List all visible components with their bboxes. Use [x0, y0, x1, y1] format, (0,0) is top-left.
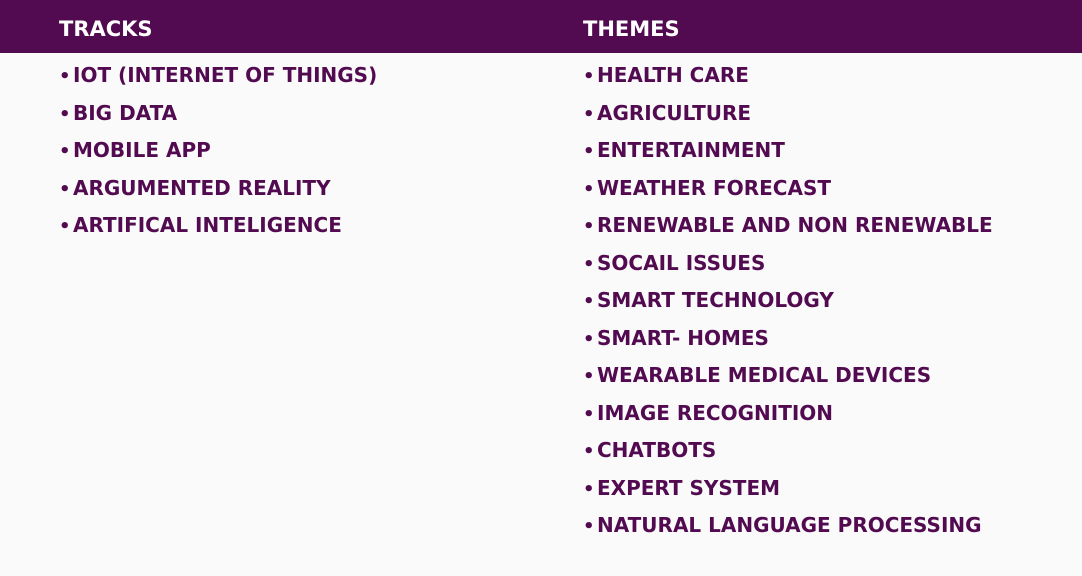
bullet-icon: • [59, 103, 71, 125]
theme-item-label: EXPERT SYSTEM [597, 475, 781, 500]
theme-item-label: NATURAL LANGUAGE PROCESSING [597, 513, 982, 537]
tracks-heading: TRACKS [59, 17, 153, 41]
bullet-icon: • [583, 366, 595, 387]
track-item-label: ARGUMENTED REALITY [73, 175, 331, 200]
bullet-icon: • [583, 328, 595, 350]
theme-item-label: SMART TECHNOLOGY [597, 288, 834, 312]
theme-item-label: WEARABLE MEDICAL DEVICES [597, 363, 932, 387]
theme-item-label: SOCAIL ISSUES [597, 250, 766, 275]
bullet-icon: • [583, 141, 595, 162]
theme-item-label: HEALTH CARE [597, 63, 749, 87]
track-item: • ARGUMENTED REALITY [59, 172, 377, 210]
track-item-label: ARTIFICAL INTELIGENCE [73, 213, 342, 237]
bullet-icon: • [583, 516, 595, 537]
bullet-icon: • [583, 441, 595, 462]
theme-item: • NATURAL LANGUAGE PROCESSING [583, 509, 993, 547]
theme-item: • CHATBOTS [583, 434, 993, 472]
tracks-list: • IOT (INTERNET OF THINGS) • BIG DATA • MOB… [59, 59, 377, 247]
theme-item-label: ENTERTAINMENT [597, 138, 785, 162]
bullet-icon: • [583, 403, 595, 425]
track-item: • IOT (INTERNET OF THINGS) [59, 59, 377, 97]
bullet-icon: • [583, 478, 595, 500]
bullet-icon: • [59, 141, 71, 162]
theme-item-label: AGRICULTURE [597, 100, 752, 125]
track-item: • ARTIFICAL INTELIGENCE [59, 209, 377, 247]
track-item-label: BIG DATA [73, 100, 178, 125]
theme-item: • ENTERTAINMENT [583, 134, 993, 172]
bullet-icon: • [583, 253, 595, 275]
theme-item-label: SMART- HOMES [597, 325, 769, 350]
theme-item: • HEALTH CARE [583, 59, 993, 97]
theme-item: • SOCAIL ISSUES [583, 247, 993, 285]
themes-heading: THEMES [583, 17, 680, 41]
theme-item: • SMART- HOMES [583, 322, 993, 360]
theme-item: • AGRICULTURE [583, 97, 993, 135]
bullet-icon: • [583, 216, 595, 237]
bullet-icon: • [583, 103, 595, 125]
theme-item-label: WEATHER FORECAST [597, 175, 831, 200]
theme-item: • WEATHER FORECAST [583, 172, 993, 210]
track-item: • BIG DATA [59, 97, 377, 135]
bullet-icon: • [583, 291, 595, 312]
theme-item: • RENEWABLE AND NON RENEWABLE [583, 209, 993, 247]
themes-list: • HEALTH CARE • AGRICULTURE • ENTERTAINMENT… [583, 59, 993, 547]
bullet-icon: • [59, 178, 71, 200]
track-item-label: MOBILE APP [73, 138, 211, 162]
theme-item-label: RENEWABLE AND NON RENEWABLE [597, 213, 993, 237]
theme-item-label: CHATBOTS [597, 438, 717, 462]
header-bar: TRACKS THEMES [0, 0, 1082, 53]
theme-item: • IMAGE RECOGNITION [583, 397, 993, 435]
track-item-label: IOT (INTERNET OF THINGS) [73, 63, 378, 87]
theme-item-label: IMAGE RECOGNITION [597, 400, 834, 425]
theme-item: • SMART TECHNOLOGY [583, 284, 993, 322]
track-item: • MOBILE APP [59, 134, 377, 172]
bullet-icon: • [59, 66, 71, 87]
theme-item: • WEARABLE MEDICAL DEVICES [583, 359, 993, 397]
bullet-icon: • [583, 178, 595, 200]
bullet-icon: • [583, 66, 595, 87]
theme-item: • EXPERT SYSTEM [583, 472, 993, 510]
bullet-icon: • [59, 216, 71, 237]
